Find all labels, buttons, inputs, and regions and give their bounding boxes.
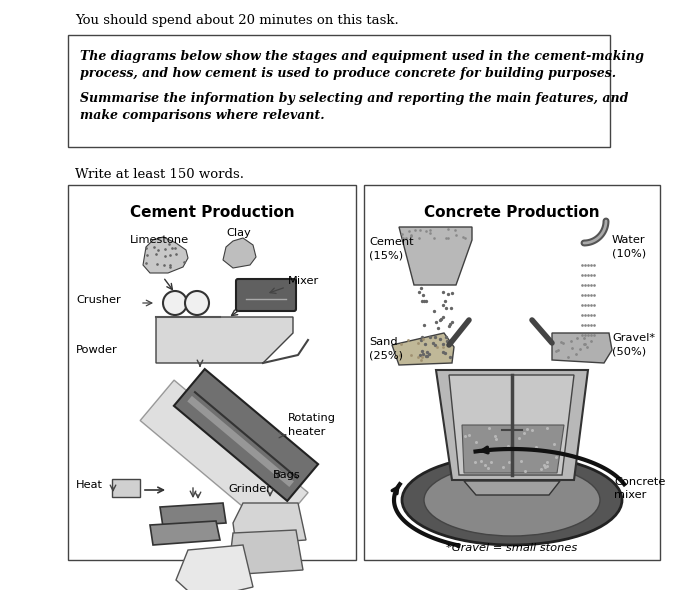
Polygon shape — [233, 503, 306, 545]
Text: Summarise the information by selecting and reporting the main features, and: Summarise the information by selecting a… — [80, 92, 629, 105]
Polygon shape — [436, 370, 588, 480]
Text: Crusher: Crusher — [76, 295, 121, 305]
Polygon shape — [174, 369, 318, 501]
Polygon shape — [462, 425, 564, 473]
Polygon shape — [160, 503, 226, 527]
Text: Limestone: Limestone — [130, 235, 189, 245]
Polygon shape — [449, 375, 574, 475]
FancyBboxPatch shape — [68, 185, 356, 560]
Polygon shape — [140, 380, 308, 533]
Text: You should spend about 20 minutes on this task.: You should spend about 20 minutes on thi… — [75, 14, 399, 27]
Text: Powder: Powder — [76, 345, 118, 355]
Polygon shape — [143, 237, 188, 273]
FancyBboxPatch shape — [68, 35, 610, 147]
Ellipse shape — [402, 455, 622, 545]
Polygon shape — [464, 481, 560, 495]
Polygon shape — [399, 227, 472, 285]
FancyBboxPatch shape — [236, 279, 296, 311]
Polygon shape — [150, 521, 220, 545]
Polygon shape — [223, 238, 256, 268]
Text: *Gravel = small stones: *Gravel = small stones — [446, 543, 578, 553]
Text: Write at least 150 words.: Write at least 150 words. — [75, 168, 244, 181]
Text: Bags: Bags — [273, 470, 301, 480]
Text: Grinder: Grinder — [228, 484, 271, 494]
FancyBboxPatch shape — [112, 479, 140, 497]
Text: The diagrams below show the stages and equipment used in the cement-making: The diagrams below show the stages and e… — [80, 50, 644, 63]
Ellipse shape — [424, 464, 600, 536]
Polygon shape — [392, 333, 454, 365]
Circle shape — [163, 291, 187, 315]
Polygon shape — [176, 545, 253, 590]
Text: Cement Production: Cement Production — [129, 205, 294, 220]
FancyBboxPatch shape — [364, 185, 660, 560]
Text: Sand
(25%): Sand (25%) — [369, 337, 403, 360]
Text: Concrete
mixer: Concrete mixer — [614, 477, 665, 500]
Text: Clay: Clay — [226, 228, 251, 238]
Text: Cement
(15%): Cement (15%) — [369, 237, 414, 260]
Text: Concrete Production: Concrete Production — [424, 205, 600, 220]
Circle shape — [185, 291, 209, 315]
Text: Mixer: Mixer — [288, 276, 319, 286]
Polygon shape — [187, 396, 294, 487]
Polygon shape — [156, 317, 293, 363]
Text: make comparisons where relevant.: make comparisons where relevant. — [80, 109, 325, 122]
Polygon shape — [552, 333, 612, 363]
Text: process, and how cement is used to produce concrete for building purposes.: process, and how cement is used to produ… — [80, 67, 616, 80]
Text: Gravel*
(50%): Gravel* (50%) — [612, 333, 655, 356]
Polygon shape — [228, 530, 303, 575]
Text: Heat: Heat — [76, 480, 103, 490]
Text: Water
(10%): Water (10%) — [612, 235, 646, 258]
Text: Rotating
heater: Rotating heater — [288, 414, 336, 437]
